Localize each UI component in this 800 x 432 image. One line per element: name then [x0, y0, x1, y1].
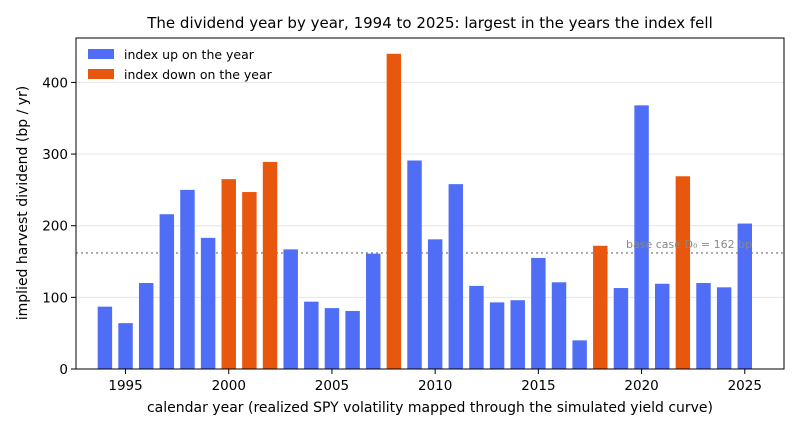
bar-1995 — [118, 323, 133, 369]
y-axis: 0 100 200 300 400 — [42, 75, 76, 378]
reference-line-label: base case D₀ = 162 bp — [626, 238, 752, 251]
chart-title: The dividend year by year, 1994 to 2025:… — [146, 14, 713, 32]
bar-2009 — [407, 160, 422, 369]
bar-2018 — [593, 245, 608, 369]
x-tick-label: 1995 — [108, 378, 142, 394]
bar-1994 — [97, 306, 113, 369]
y-axis-label: implied harvest dividend (bp / yr) — [15, 86, 31, 321]
bar-2020 — [634, 105, 649, 370]
x-tick-label: 2025 — [728, 378, 762, 394]
legend-swatch-down — [88, 69, 114, 79]
bar-2004 — [304, 301, 319, 369]
bar-2014 — [510, 300, 525, 369]
bar-2007 — [366, 253, 381, 369]
bar-2001 — [242, 192, 257, 369]
bar-2010 — [427, 239, 443, 369]
y-tick-label: 400 — [42, 75, 68, 91]
bar-2012 — [469, 285, 484, 369]
x-tick-label: 2010 — [418, 378, 452, 394]
bar-2008 — [386, 53, 402, 370]
bar-1998 — [180, 189, 195, 369]
y-tick-label: 0 — [59, 362, 68, 378]
bar-2003 — [283, 249, 298, 369]
bars — [97, 53, 753, 370]
bar-1999 — [200, 237, 216, 369]
legend-label-down: index down on the year — [124, 67, 273, 82]
plot-frame — [75, 37, 785, 370]
bar-2005 — [324, 308, 340, 369]
x-tick-label: 2005 — [315, 378, 349, 394]
bar-2021 — [654, 283, 670, 369]
bar-2013 — [489, 302, 505, 369]
bar-2025 — [737, 223, 753, 369]
x-axis-label: calendar year (realized SPY volatility m… — [147, 400, 713, 416]
y-tick-label: 300 — [42, 147, 68, 163]
bar-2006 — [345, 310, 360, 369]
legend: index up on the year index down on the y… — [88, 47, 273, 82]
bar-1997 — [159, 214, 175, 369]
bar-2017 — [572, 340, 587, 369]
x-tick-label: 2015 — [521, 378, 555, 394]
bar-2011 — [448, 184, 464, 369]
bar-2023 — [696, 283, 711, 369]
bar-1996 — [138, 283, 154, 369]
bar-2024 — [716, 287, 732, 369]
y-tick-label: 100 — [42, 290, 68, 306]
legend-swatch-up — [88, 49, 114, 59]
bar-2015 — [531, 257, 546, 369]
x-tick-label: 2000 — [212, 378, 246, 394]
bar-2019 — [613, 288, 629, 369]
x-axis: 1995 2000 2005 2010 2015 2020 2025 — [108, 369, 762, 394]
x-tick-label: 2020 — [624, 378, 658, 394]
bar-2016 — [551, 282, 567, 369]
bar-2002 — [262, 161, 278, 369]
y-tick-label: 200 — [42, 219, 68, 235]
bar-2022 — [675, 176, 691, 369]
bar-2000 — [221, 179, 236, 369]
legend-label-up: index up on the year — [124, 47, 255, 62]
